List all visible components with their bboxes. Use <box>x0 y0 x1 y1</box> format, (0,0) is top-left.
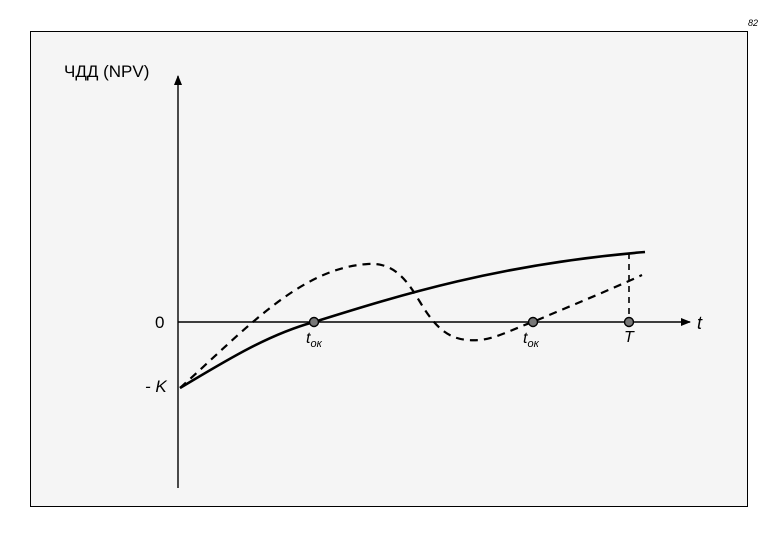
t-ok-solid-label: tок <box>306 330 323 350</box>
npv-curve-solid <box>179 250 646 390</box>
y-axis-label: ЧДД (NPV) <box>64 62 149 81</box>
zero-label: 0 <box>155 313 164 332</box>
page-number: 82 <box>747 18 758 28</box>
t-ok-dashed-label: tок <box>523 330 540 350</box>
t-ok-dashed-marker <box>527 316 539 328</box>
t-label: T <box>624 329 635 346</box>
npv-curve-dashed <box>179 262 643 389</box>
t-ok-dashed-sub: ок <box>527 338 539 350</box>
t-marker <box>623 316 635 328</box>
t-ok-dashed-main: t <box>523 330 528 347</box>
x-axis-label: t <box>697 313 703 333</box>
t-ok-solid-main: t <box>306 330 311 347</box>
t-ok-solid-marker <box>308 316 320 328</box>
minus-k-label: - K <box>145 377 167 396</box>
t-ok-solid-sub: ок <box>310 338 322 350</box>
